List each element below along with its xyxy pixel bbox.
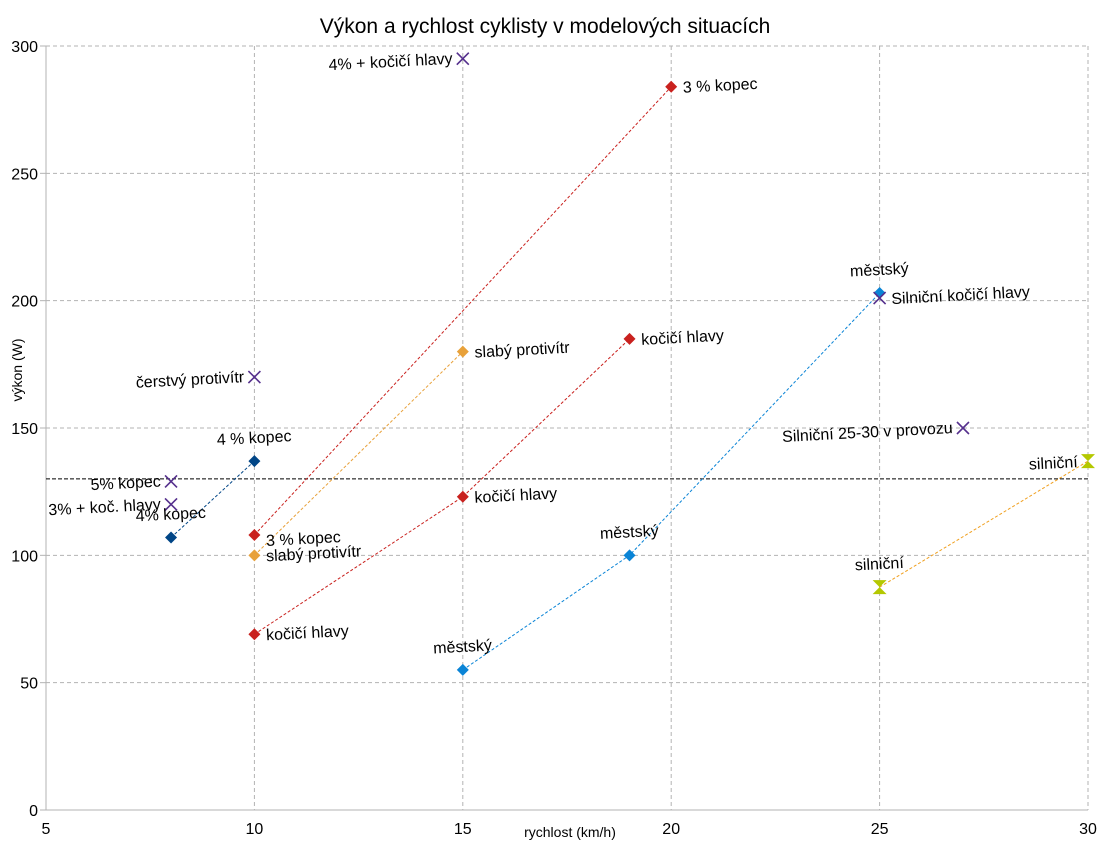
x-marker — [247, 370, 261, 384]
data-label: 3 % kopec — [266, 529, 342, 550]
chart-title: Výkon a rychlost cyklisty v modelových s… — [320, 15, 771, 38]
y-tick-label: 250 — [11, 166, 38, 183]
diamond-marker — [248, 455, 261, 468]
series-line — [254, 86, 672, 536]
y-tick-label: 150 — [11, 421, 38, 438]
data-label: 4% + kočičí hlavy — [328, 51, 453, 74]
y-tick-label: 200 — [11, 294, 38, 311]
data-label: Silniční kočičí hlavy — [891, 284, 1030, 308]
x-marker — [164, 474, 178, 489]
data-label: 3 % kopec — [683, 76, 759, 97]
diamond-marker — [248, 549, 261, 562]
x-tick-label: 15 — [454, 821, 472, 838]
data-label: 3% + koč. hlavy — [48, 496, 161, 519]
diamond-marker — [248, 528, 261, 541]
diamond-marker — [248, 628, 261, 641]
hourglass-marker — [1081, 454, 1095, 469]
data-label: Silniční 25-30 v provozu — [782, 420, 953, 446]
grid — [46, 45, 1089, 810]
data-label: čerstvý protivítr — [135, 369, 245, 392]
data-label: městský — [433, 637, 492, 657]
data-label: 4 % kopec — [216, 428, 292, 449]
diamond-marker — [456, 490, 469, 503]
diamond-marker — [623, 549, 636, 562]
series-line — [254, 351, 464, 556]
data-points — [164, 52, 1095, 676]
data-label: kočičí hlavy — [474, 485, 557, 506]
x-tick-label: 20 — [662, 821, 680, 838]
data-label: městský — [600, 523, 659, 543]
y-tick-label: 100 — [11, 548, 38, 565]
diamond-marker — [165, 531, 178, 544]
x-marker — [873, 291, 887, 305]
x-tick-label: 5 — [42, 821, 51, 838]
diamond-marker — [456, 345, 469, 358]
series-line — [879, 460, 1089, 588]
diamond-marker — [623, 332, 636, 345]
x-marker — [164, 497, 178, 511]
data-label: kočičí hlavy — [266, 623, 349, 644]
y-tick-label: 0 — [29, 803, 38, 820]
series-line — [254, 338, 630, 635]
data-label: silniční — [1028, 454, 1078, 474]
data-label: slabý protivítr — [474, 340, 571, 362]
data-label: 5% kopec — [90, 473, 161, 494]
diamond-marker — [665, 80, 678, 93]
series-line — [170, 460, 255, 538]
x-tick-label: 30 — [1079, 821, 1097, 838]
y-tick-label: 300 — [11, 39, 38, 56]
x-marker — [956, 421, 970, 435]
data-label: 4% kopec — [135, 505, 206, 526]
x-tick-label: 25 — [871, 821, 889, 838]
x-axis-label: rychlost (km/h) — [524, 824, 616, 840]
y-tick-label: 50 — [20, 676, 38, 693]
data-label: silniční — [855, 555, 905, 575]
data-label: kočičí hlavy — [641, 328, 724, 349]
data-label: slabý protivítr — [266, 543, 363, 565]
y-axis-label: výkon (W) — [9, 339, 25, 402]
diamond-marker — [456, 663, 469, 676]
hourglass-marker — [872, 580, 887, 595]
data-label: městský — [850, 261, 909, 281]
x-tick-label: 10 — [246, 821, 264, 838]
x-marker — [456, 52, 470, 66]
